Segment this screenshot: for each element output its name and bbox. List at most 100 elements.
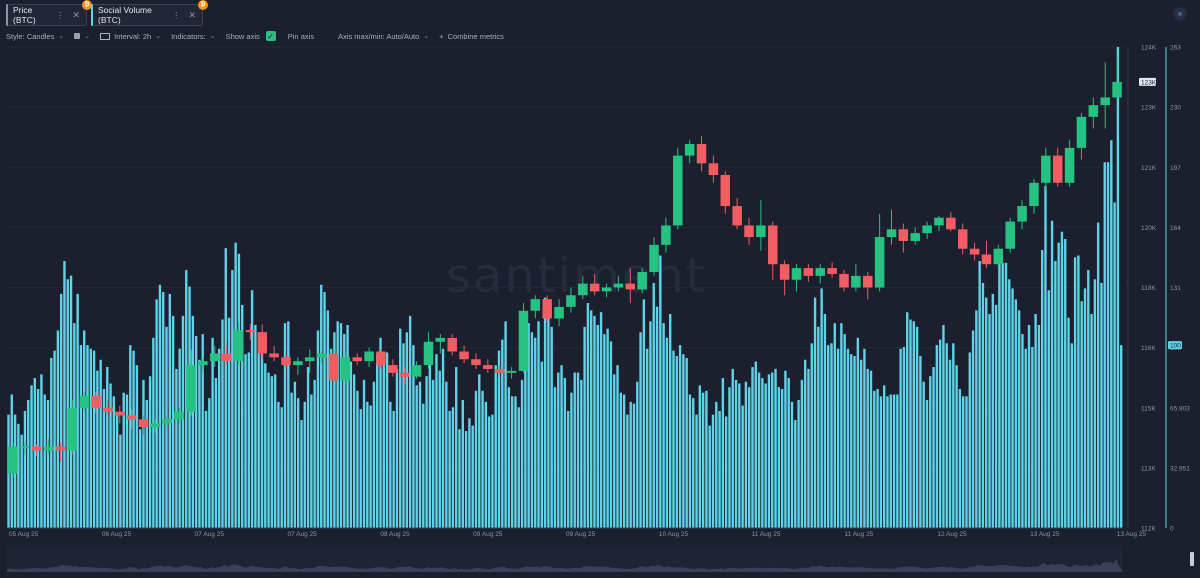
volume-bar bbox=[929, 376, 932, 528]
x-tick-label: 13 Aug 25 bbox=[1030, 531, 1060, 538]
volume-bar bbox=[530, 332, 534, 528]
volume-bar bbox=[385, 352, 389, 528]
candle-body bbox=[530, 299, 541, 311]
settings-icon[interactable] bbox=[1174, 8, 1186, 20]
volume-bar bbox=[425, 376, 428, 528]
volume-bar bbox=[372, 381, 376, 528]
volume-bar bbox=[856, 337, 860, 528]
volume-bar bbox=[59, 293, 63, 528]
interval-dropdown[interactable]: Interval: 2h ⌄ bbox=[100, 32, 161, 41]
volume-bar bbox=[115, 414, 119, 528]
volume-bar bbox=[955, 365, 958, 528]
checkbox-checked-icon[interactable]: ✓ bbox=[265, 31, 276, 41]
volume-bar bbox=[408, 315, 412, 528]
volume-bar bbox=[211, 337, 214, 528]
candle-body bbox=[601, 287, 612, 292]
volume-bar bbox=[695, 414, 698, 528]
volume-bar bbox=[547, 304, 550, 528]
volume-bar bbox=[491, 414, 494, 528]
volume-bar bbox=[510, 396, 514, 528]
volume-bar bbox=[46, 399, 50, 528]
chevron-down-icon: ⌄ bbox=[58, 33, 65, 40]
volume-bar bbox=[333, 332, 336, 528]
volume-bar bbox=[942, 324, 945, 528]
candle-body bbox=[269, 353, 279, 358]
more-vertical-icon[interactable]: ⋮ bbox=[171, 9, 181, 20]
volume-bar bbox=[43, 394, 46, 528]
candle-body bbox=[423, 341, 434, 366]
volume-bar bbox=[846, 348, 850, 528]
candle-body bbox=[8, 446, 18, 474]
candle-body bbox=[613, 283, 624, 288]
candle-body bbox=[150, 423, 161, 428]
volume-bar bbox=[56, 330, 60, 528]
navigator[interactable] bbox=[7, 545, 1194, 572]
tab-social-volume-btc[interactable]: Social Volume (BTC) ⋮ ✕ ₿ bbox=[91, 0, 208, 26]
x-tick-label: 08 Aug 25 bbox=[380, 531, 410, 538]
volume-bar bbox=[524, 346, 527, 528]
volume-bar bbox=[613, 374, 616, 528]
candle-body bbox=[388, 365, 398, 373]
close-icon[interactable]: ✕ bbox=[72, 9, 80, 20]
volume-bar bbox=[514, 396, 517, 528]
candle-body bbox=[103, 407, 113, 412]
volume-bar bbox=[807, 368, 810, 528]
volume-bar bbox=[629, 401, 632, 528]
volume-bar bbox=[1096, 222, 1100, 528]
volume-bar bbox=[306, 367, 310, 528]
combine-metrics-button[interactable]: + Combine metrics bbox=[439, 32, 504, 41]
candle-body bbox=[1064, 147, 1075, 183]
volume-bar bbox=[543, 297, 547, 528]
volume-bar bbox=[757, 372, 761, 528]
volume-bar bbox=[797, 399, 800, 528]
x-tick-label: 12 Aug 25 bbox=[937, 531, 967, 538]
candle-body bbox=[946, 217, 956, 230]
volume-bar bbox=[573, 372, 576, 528]
price-tick-label: 124K bbox=[1141, 45, 1157, 52]
axis-minmax-dropdown[interactable]: Axis max/min: Auto/Auto ⌄ bbox=[338, 32, 429, 41]
volume-bar bbox=[455, 367, 458, 528]
volume-bar bbox=[504, 321, 507, 528]
volume-bar bbox=[441, 348, 445, 528]
volume-bar bbox=[906, 312, 909, 528]
volume-bar bbox=[948, 359, 952, 528]
candle-body bbox=[483, 365, 493, 369]
volume-bar bbox=[142, 379, 145, 528]
volume-bar bbox=[639, 332, 642, 528]
volume-bar bbox=[892, 394, 896, 528]
color-picker[interactable]: ⌄ bbox=[74, 32, 90, 40]
chevron-down-icon: ⌄ bbox=[84, 33, 91, 40]
close-icon[interactable]: ✕ bbox=[188, 9, 196, 20]
volume-bar bbox=[283, 323, 287, 528]
volume-bar bbox=[287, 321, 290, 528]
volume-bar bbox=[701, 392, 705, 528]
volume-bar bbox=[181, 315, 185, 528]
volume-bar bbox=[487, 416, 491, 528]
volume-bar bbox=[919, 356, 922, 528]
volume-bar bbox=[165, 326, 168, 528]
indicators-dropdown[interactable]: Indicators: ⌄ bbox=[171, 32, 215, 41]
pin-axis-toggle[interactable]: Pin axis bbox=[288, 32, 314, 41]
volume-tick-label: 263 bbox=[1170, 45, 1181, 52]
volume-bar bbox=[451, 407, 455, 528]
volume-bar bbox=[217, 348, 221, 528]
volume-bar bbox=[313, 379, 316, 528]
volume-bar bbox=[145, 399, 148, 528]
volume-bar bbox=[813, 297, 817, 528]
x-tick-label: 13 Aug 25 bbox=[1117, 531, 1147, 538]
tab-price-btc[interactable]: Price (BTC) ⋮ ✕ ₿ bbox=[6, 0, 92, 26]
candle-body bbox=[673, 155, 683, 226]
volume-bar bbox=[1083, 288, 1087, 528]
more-vertical-icon[interactable]: ⋮ bbox=[55, 9, 65, 20]
volume-bar bbox=[932, 367, 935, 528]
volume-bar bbox=[998, 262, 1001, 528]
candle-body bbox=[969, 248, 980, 255]
calendar-icon bbox=[100, 32, 111, 40]
volume-bar bbox=[122, 392, 125, 528]
show-axis-toggle[interactable]: Show axis ✓ bbox=[226, 31, 284, 41]
candle-body bbox=[198, 361, 208, 366]
volume-bar bbox=[445, 381, 448, 528]
style-dropdown[interactable]: Style: Candles ⌄ bbox=[6, 32, 64, 41]
volume-bar bbox=[382, 356, 385, 528]
